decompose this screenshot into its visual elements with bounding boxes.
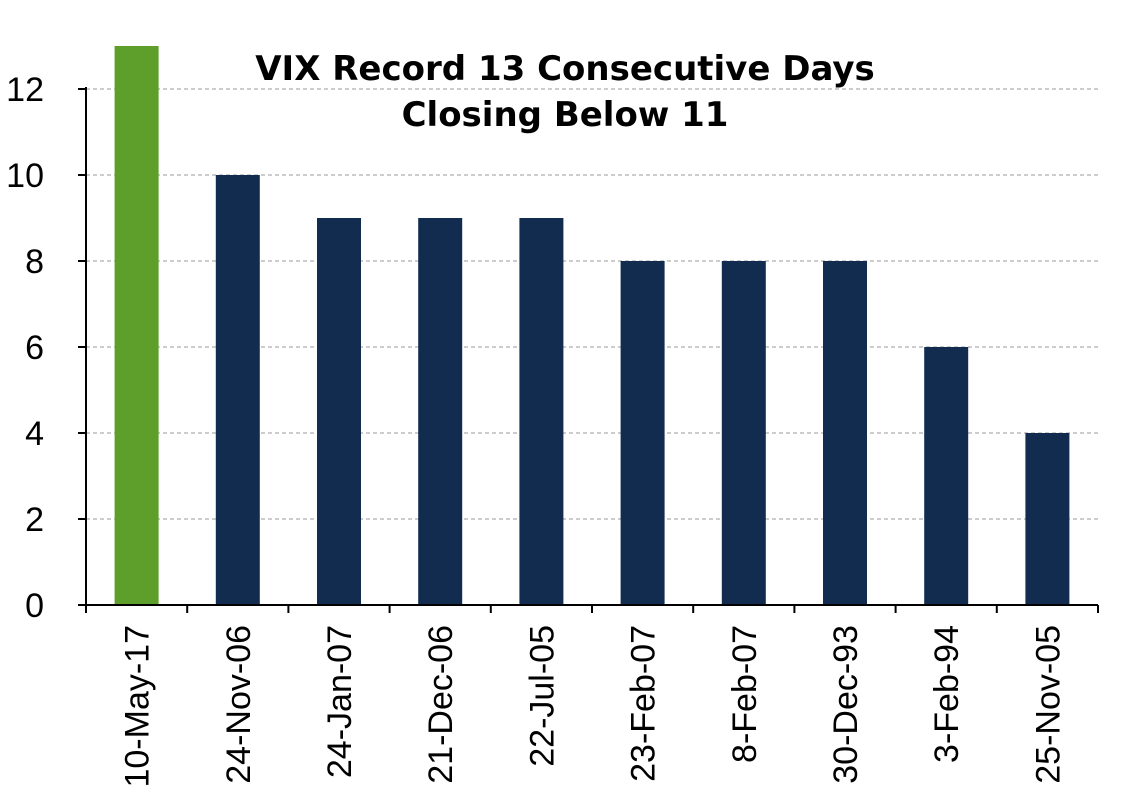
category-label: 3-Feb-94 [928,625,966,763]
y-tick-label: 8 [25,243,44,281]
bar-24-nov-06 [215,175,260,605]
bar-21-dec-06 [418,218,463,605]
category-label: 25-Nov-05 [1029,625,1067,784]
bar-30-dec-93 [823,261,867,605]
category-label: 23-Feb-07 [625,625,663,782]
bar-23-feb-07 [620,261,665,605]
chart-title-line-1: VIX Record 13 Consecutive Days [255,49,875,89]
y-tick-label: 2 [25,501,44,539]
bars [114,46,1070,605]
category-label: 21-Dec-06 [422,625,460,784]
bar-10-may-17 [114,46,159,605]
bar-3-feb-94 [924,347,969,605]
y-tick-label: 6 [25,329,44,367]
bar-24-jan-07 [317,218,361,605]
category-label: 10-May-17 [119,625,157,788]
x-tick-marks [85,605,1099,613]
category-label: 24-Nov-06 [220,625,258,784]
y-tick-label: 12 [6,71,44,109]
category-label: 24-Jan-07 [321,625,359,778]
y-tick-label: 4 [25,415,44,453]
y-tick-labels: 0 2 4 6 8 10 12 [6,71,86,625]
y-tick-label: 0 [25,587,44,625]
category-labels: 10-May-17 24-Nov-06 24-Jan-07 21-Dec-06 22-J… [119,625,1068,788]
category-label: 30-Dec-93 [827,625,865,784]
bar-22-jul-05 [519,218,564,605]
chart-title-line-2: Closing Below 11 [402,95,729,135]
bar-8-feb-07 [721,261,766,605]
category-label: 22-Jul-05 [523,625,561,767]
y-tick-label: 10 [6,157,44,195]
chart-title: VIX Record 13 Consecutive Days Closing B… [255,49,875,135]
category-label: 8-Feb-07 [726,625,764,763]
bar-25-nov-05 [1025,433,1070,605]
